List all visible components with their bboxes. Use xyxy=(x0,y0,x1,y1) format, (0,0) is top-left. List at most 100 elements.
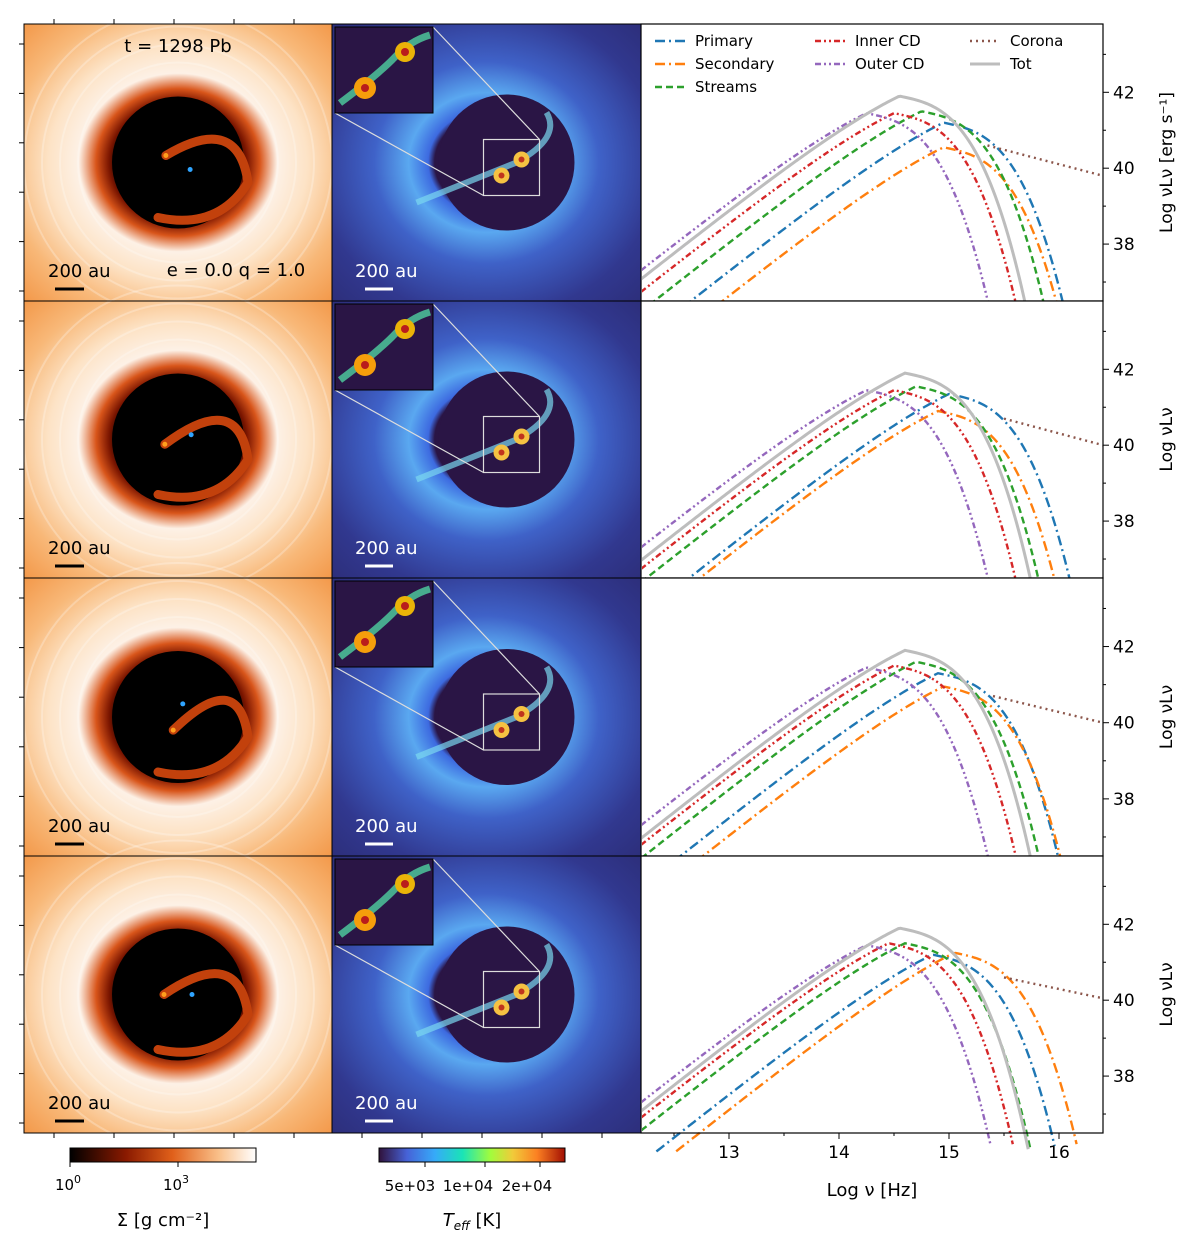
teff-map: 200 au xyxy=(331,300,642,579)
series-line-corona xyxy=(992,694,1103,724)
spiral-stream xyxy=(153,969,253,1057)
secondary-marker xyxy=(170,727,176,733)
series-line-primary xyxy=(664,392,1074,598)
teff-map: 200 au xyxy=(331,577,642,857)
series-line-corona xyxy=(987,144,1103,177)
legend-label: Tot xyxy=(1009,55,1032,73)
series-line-corona xyxy=(1003,976,1103,1000)
scale-bar-label: 200 au xyxy=(355,261,418,282)
cavity xyxy=(112,96,244,229)
sed-panel: 38 40 42 Log νLν [erg s⁻¹] xyxy=(640,23,1177,321)
y-axis-label: Log νLν xyxy=(1157,685,1177,749)
y-tick-label: 42 xyxy=(1113,360,1135,380)
sigma-map: 200 au xyxy=(23,562,333,872)
teff-colorbar-ramp xyxy=(378,1147,566,1163)
teff-tick-label: 5e+03 xyxy=(385,1177,435,1195)
zoom-box xyxy=(482,970,541,1029)
series-line-tot xyxy=(642,94,1030,318)
legend-label: Inner CD xyxy=(855,32,921,50)
teff-tick-label: 1e+04 xyxy=(443,1177,493,1195)
secondary-marker xyxy=(161,992,167,997)
legend-label: Primary xyxy=(695,32,753,50)
x-tick-label: 15 xyxy=(938,1143,960,1163)
teff-map: 200 au xyxy=(331,855,642,1134)
x-tick-label: 16 xyxy=(1048,1143,1070,1163)
series-line-secondary xyxy=(699,146,1061,320)
legend-label: Secondary xyxy=(695,55,775,73)
sigma-colorbar: 100 103 Σ [g cm⁻²] xyxy=(55,1147,257,1231)
density-and-temperature-maps: 200 au 200 au 200 au 200 au 200 au 200 au 200 … xyxy=(19,7,642,1150)
sigma-map: 200 au xyxy=(23,284,333,595)
scale-bar-label: 200 au xyxy=(48,261,111,282)
scale-bar-label: 200 au xyxy=(355,1093,418,1114)
legend-label: Outer CD xyxy=(855,55,924,73)
teff-colorbar: 5e+03 1e+04 2e+04 Teff [K] xyxy=(378,1147,566,1233)
y-tick-label: 42 xyxy=(1113,638,1135,658)
spiral-stream xyxy=(153,695,253,780)
annotations: t = 1298 Pb e = 0.0 q = 1.0 xyxy=(124,36,305,281)
legend: Primary Secondary Streams Inner CD Outer CD C… xyxy=(655,32,1063,96)
y-tick-label: 38 xyxy=(1113,790,1135,810)
time-label: t = 1298 Pb xyxy=(124,36,231,57)
params-label: e = 0.0 q = 1.0 xyxy=(167,260,306,281)
sed-panel: 38 40 42 Log νLν xyxy=(640,300,1177,598)
y-tick-label: 38 xyxy=(1113,1067,1135,1087)
cavity xyxy=(438,649,575,785)
zoom-box xyxy=(482,138,541,197)
x-axis-label: Log ν [Hz] xyxy=(827,1180,918,1201)
series-line-secondary xyxy=(679,685,1065,875)
zoom-box xyxy=(482,415,541,474)
legend-label: Streams xyxy=(695,78,757,96)
zoom-box xyxy=(482,693,541,751)
sed-panels: 38 40 42 Log νLν [erg s⁻¹] 38 40 42 Log νLν 38 40… xyxy=(640,23,1177,1201)
y-axis-label: Log νLν xyxy=(1157,962,1177,1026)
x-tick-label: 13 xyxy=(718,1143,740,1163)
series-line-secondary xyxy=(675,409,1058,598)
sigma-map: 200 au xyxy=(23,839,333,1150)
scale-bar-label: 200 au xyxy=(48,816,111,837)
y-tick-label: 40 xyxy=(1113,159,1135,179)
y-tick-label: 40 xyxy=(1113,991,1135,1011)
teff-colorbar-label: Teff [K] xyxy=(443,1210,502,1233)
cavity xyxy=(112,651,244,783)
legend-label: Corona xyxy=(1010,32,1063,50)
cavity xyxy=(438,94,575,231)
series-line-primary xyxy=(657,671,1063,875)
secondary-marker xyxy=(162,441,168,447)
teff-tick-label: 2e+04 xyxy=(502,1177,552,1195)
sigma-colorbar-label: Σ [g cm⁻²] xyxy=(117,1210,209,1231)
series-line-corona xyxy=(1003,417,1103,447)
spiral-stream xyxy=(153,415,253,502)
teff-map: 200 au xyxy=(331,23,642,302)
series-line-inner-cd xyxy=(642,388,1021,597)
sigma-map: 200 au xyxy=(23,7,333,318)
series-line-tot xyxy=(642,371,1035,590)
sed-panel: 38 40 42 Log νLν xyxy=(640,577,1177,875)
sigma-tick-label: 100 xyxy=(55,1173,81,1194)
series-line-inner-cd xyxy=(642,664,1021,873)
primary-marker xyxy=(187,167,193,172)
y-axis-label: Log νLν xyxy=(1157,407,1177,471)
scale-bar-label: 200 au xyxy=(48,1093,111,1114)
series-line-streams xyxy=(642,110,1047,313)
primary-marker xyxy=(189,992,195,997)
y-axis-label: Log νLν [erg s⁻¹] xyxy=(1157,92,1177,233)
scale-bar-label: 200 au xyxy=(355,538,418,559)
series-line-tot xyxy=(642,926,1030,1150)
series-line-primary xyxy=(666,121,1067,321)
y-tick-label: 40 xyxy=(1113,436,1135,456)
y-tick-label: 42 xyxy=(1113,915,1135,935)
primary-marker xyxy=(180,701,186,707)
cavity xyxy=(438,371,575,508)
series-line-inner-cd xyxy=(642,942,1014,1145)
series-line-primary xyxy=(655,953,1056,1153)
sigma-tick-label: 103 xyxy=(163,1173,189,1194)
y-tick-label: 42 xyxy=(1113,83,1135,103)
series-line-streams xyxy=(642,942,1032,1150)
cavity xyxy=(438,926,575,1063)
cavity xyxy=(112,928,244,1061)
sigma-colorbar-ramp xyxy=(69,1147,257,1163)
sed-panel: 38 40 42 Log νLν 13 14 15 16 Log ν [Hz] xyxy=(640,855,1177,1201)
x-tick-label: 14 xyxy=(828,1143,850,1163)
